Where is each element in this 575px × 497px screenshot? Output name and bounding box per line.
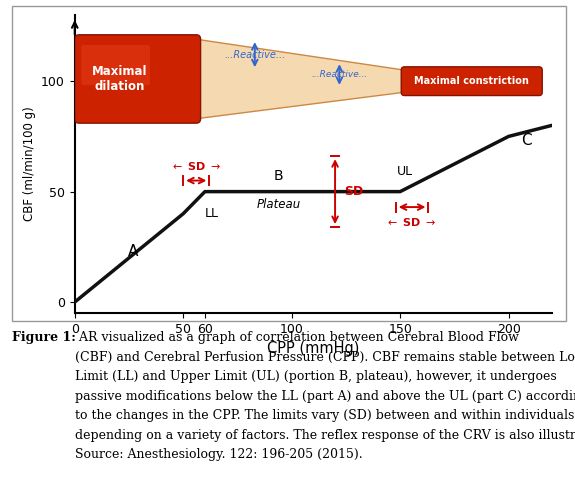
Text: Maximal constriction: Maximal constriction [415, 76, 529, 86]
Text: LL: LL [205, 207, 218, 220]
FancyBboxPatch shape [81, 45, 150, 85]
Text: ...Reactive...: ...Reactive... [311, 70, 367, 79]
Text: C: C [520, 133, 531, 148]
Text: B: B [274, 169, 283, 183]
Text: Figure 1:: Figure 1: [12, 331, 75, 344]
X-axis label: CPP (mmHg): CPP (mmHg) [267, 341, 359, 356]
FancyBboxPatch shape [75, 35, 201, 123]
Polygon shape [196, 39, 404, 119]
Text: AR visualized as a graph of correlation between Cerebral Blood Flow
(CBF) and Ce: AR visualized as a graph of correlation … [75, 331, 575, 461]
Text: UL: UL [396, 166, 412, 178]
Text: $\leftarrow$ SD $\rightarrow$: $\leftarrow$ SD $\rightarrow$ [385, 216, 437, 228]
Text: ...Reactive...: ...Reactive... [224, 50, 285, 60]
Text: Maximal
dilation: Maximal dilation [93, 65, 148, 93]
Text: $\leftarrow$ SD $\rightarrow$: $\leftarrow$ SD $\rightarrow$ [170, 160, 222, 172]
FancyBboxPatch shape [401, 67, 542, 95]
Text: A: A [128, 244, 139, 259]
Text: SD: SD [344, 185, 363, 198]
Text: Plateau: Plateau [256, 198, 301, 211]
Y-axis label: CBF (ml/min/100 g): CBF (ml/min/100 g) [22, 107, 36, 221]
